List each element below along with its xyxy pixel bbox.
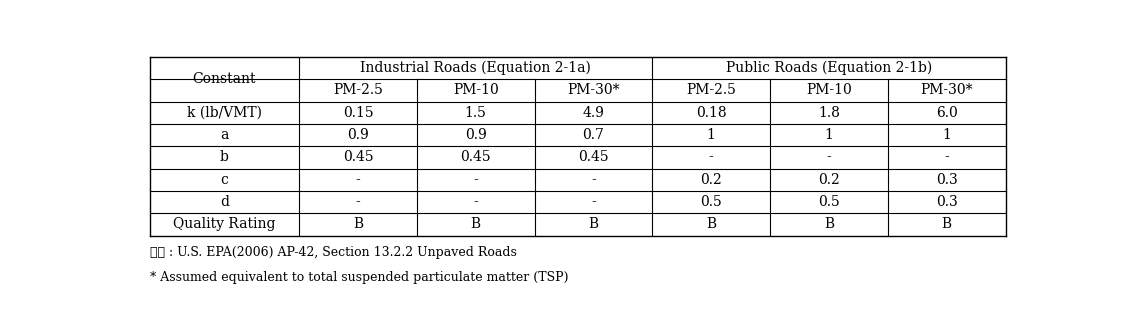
Text: Constant: Constant [193,72,256,86]
Text: k (lb/VMT): k (lb/VMT) [187,106,261,120]
Text: 0.2: 0.2 [700,173,722,187]
Text: 1: 1 [707,128,716,142]
Text: 0.45: 0.45 [578,150,609,164]
Text: 1: 1 [825,128,833,142]
Text: B: B [707,217,717,232]
Text: -: - [591,173,596,187]
Text: B: B [353,217,363,232]
Text: 0.7: 0.7 [583,128,604,142]
Text: 0.5: 0.5 [818,195,840,209]
Text: Quality Rating: Quality Rating [174,217,276,232]
Text: c: c [221,173,229,187]
Text: 1.8: 1.8 [818,106,840,120]
Text: 0.3: 0.3 [935,173,958,187]
Text: 0.5: 0.5 [700,195,722,209]
Text: -: - [356,195,361,209]
Text: -: - [826,150,832,164]
Text: PM-10: PM-10 [806,83,852,97]
Text: 0.45: 0.45 [343,150,373,164]
Text: B: B [824,217,834,232]
Text: 4.9: 4.9 [583,106,604,120]
Text: -: - [591,195,596,209]
Text: -: - [473,195,478,209]
Text: B: B [942,217,952,232]
Text: 0.9: 0.9 [464,128,487,142]
Text: -: - [709,150,713,164]
Text: 0.45: 0.45 [461,150,491,164]
Text: a: a [220,128,229,142]
Text: B: B [471,217,481,232]
Text: PM-30*: PM-30* [921,83,973,97]
Text: -: - [944,150,949,164]
Text: PM-2.5: PM-2.5 [334,83,383,97]
Text: Public Roads (Equation 2-1b): Public Roads (Equation 2-1b) [726,61,932,75]
Text: PM-30*: PM-30* [567,83,620,97]
Text: -: - [356,173,361,187]
Text: 0.15: 0.15 [343,106,373,120]
Text: 1: 1 [942,128,951,142]
Text: 출처 : U.S. EPA(2006) AP-42, Section 13.2.2 Unpaved Roads: 출처 : U.S. EPA(2006) AP-42, Section 13.2.… [150,246,516,259]
Text: PM-10: PM-10 [453,83,498,97]
Text: 0.9: 0.9 [347,128,369,142]
Text: Industrial Roads (Equation 2-1a): Industrial Roads (Equation 2-1a) [361,61,592,75]
Text: 0.2: 0.2 [818,173,840,187]
Text: 6.0: 6.0 [935,106,958,120]
Text: * Assumed equivalent to total suspended particulate matter (TSP): * Assumed equivalent to total suspended … [150,271,568,284]
Text: 0.18: 0.18 [695,106,727,120]
Text: b: b [220,150,229,164]
Text: B: B [588,217,598,232]
Text: 1.5: 1.5 [464,106,487,120]
Text: -: - [473,173,478,187]
Text: d: d [220,195,229,209]
Text: 0.3: 0.3 [935,195,958,209]
Text: PM-2.5: PM-2.5 [686,83,736,97]
